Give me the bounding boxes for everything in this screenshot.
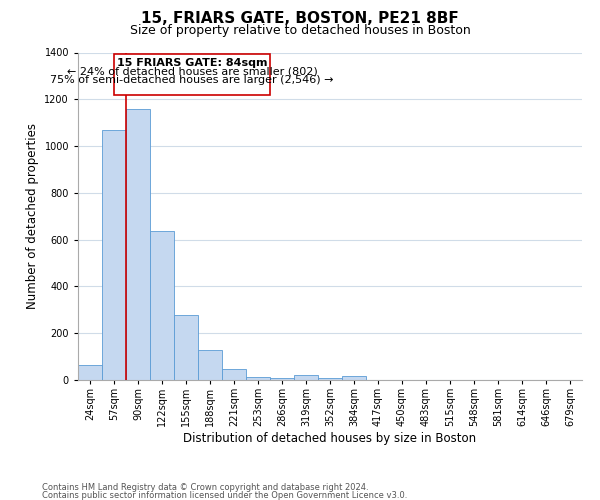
Bar xyxy=(102,130,126,380)
Bar xyxy=(294,375,318,380)
Y-axis label: Number of detached properties: Number of detached properties xyxy=(26,123,39,309)
FancyBboxPatch shape xyxy=(114,54,270,94)
Text: Size of property relative to detached houses in Boston: Size of property relative to detached ho… xyxy=(130,24,470,37)
Text: Contains public sector information licensed under the Open Government Licence v3: Contains public sector information licen… xyxy=(42,491,407,500)
Bar xyxy=(222,369,246,380)
Bar xyxy=(126,108,150,380)
Bar xyxy=(270,378,294,380)
Text: 15, FRIARS GATE, BOSTON, PE21 8BF: 15, FRIARS GATE, BOSTON, PE21 8BF xyxy=(141,11,459,26)
Bar xyxy=(342,376,366,380)
Bar xyxy=(246,377,270,380)
Text: 75% of semi-detached houses are larger (2,546) →: 75% of semi-detached houses are larger (… xyxy=(50,74,334,85)
Bar xyxy=(198,350,222,380)
Bar xyxy=(150,232,174,380)
X-axis label: Distribution of detached houses by size in Boston: Distribution of detached houses by size … xyxy=(184,432,476,445)
Text: Contains HM Land Registry data © Crown copyright and database right 2024.: Contains HM Land Registry data © Crown c… xyxy=(42,484,368,492)
Text: 15 FRIARS GATE: 84sqm: 15 FRIARS GATE: 84sqm xyxy=(117,58,267,68)
Text: ← 24% of detached houses are smaller (802): ← 24% of detached houses are smaller (80… xyxy=(67,66,317,76)
Bar xyxy=(318,378,342,380)
Bar xyxy=(78,365,102,380)
Bar xyxy=(174,314,198,380)
